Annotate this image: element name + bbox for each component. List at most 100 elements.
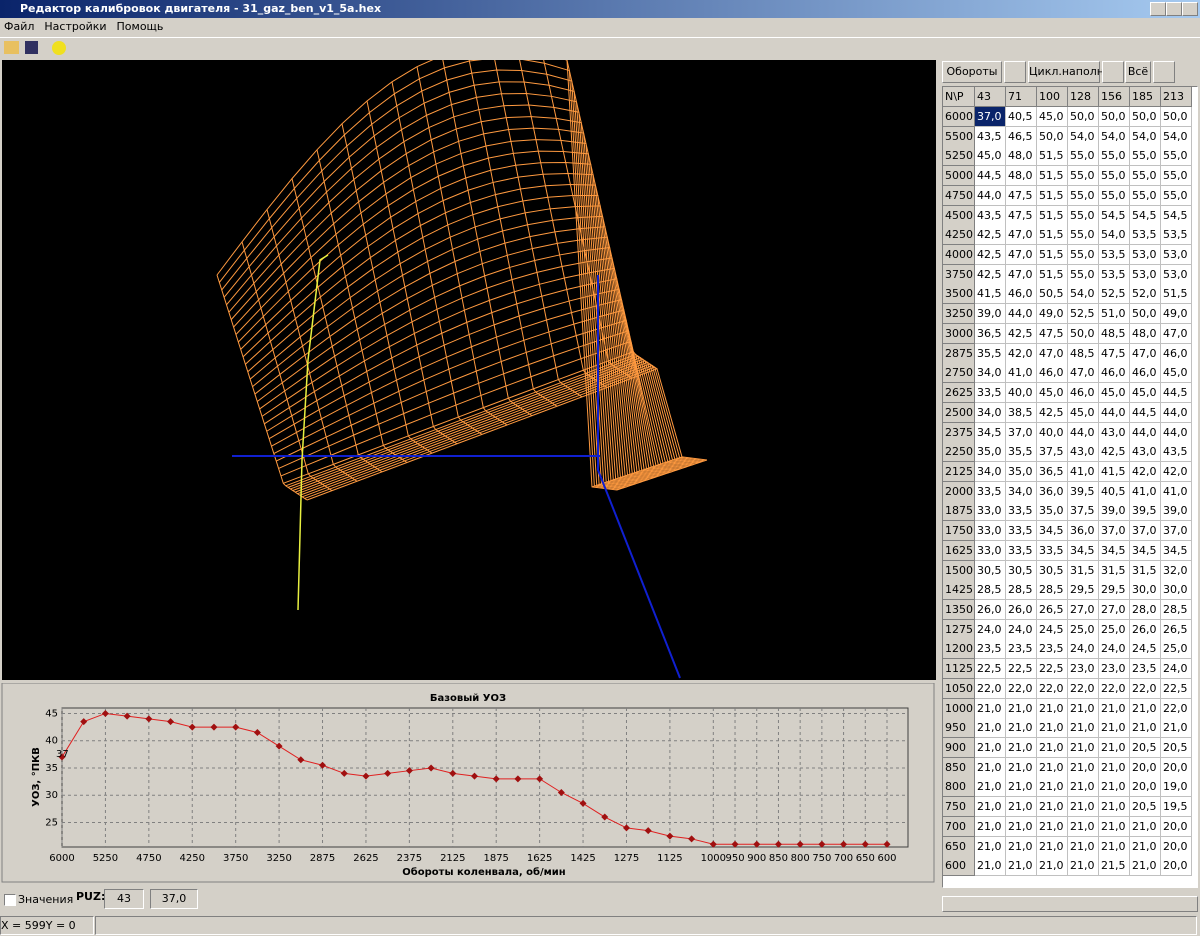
table-cell[interactable]: 45,0 <box>975 146 1006 167</box>
table-cell[interactable]: 37,0 <box>1130 521 1161 542</box>
axis-button[interactable]: Всё <box>1125 61 1151 83</box>
table-cell[interactable]: 37,0 <box>1006 422 1037 443</box>
table-cell[interactable]: 37,0 <box>1099 521 1130 542</box>
table-cell[interactable]: 55,0 <box>1130 146 1161 167</box>
table-cell[interactable]: 55,0 <box>1099 185 1130 206</box>
table-cell[interactable]: 33,5 <box>1037 540 1068 561</box>
table-cell[interactable]: 21,0 <box>975 738 1006 759</box>
minimize-button[interactable] <box>1150 2 1166 16</box>
table-cell[interactable]: 21,0 <box>1037 797 1068 818</box>
table-cell[interactable]: 37,5 <box>1068 501 1099 522</box>
table-cell[interactable]: 50,0 <box>1161 107 1192 127</box>
table-cell[interactable]: 38,5 <box>1006 402 1037 423</box>
table-cell[interactable]: 45,0 <box>1130 383 1161 404</box>
table-cell[interactable]: 50,0 <box>1130 304 1161 325</box>
table-cell[interactable]: 51,0 <box>1099 304 1130 325</box>
table-cell[interactable]: 44,5 <box>1130 402 1161 423</box>
table-cell[interactable]: 34,5 <box>1068 540 1099 561</box>
table-cell[interactable]: 46,0 <box>1130 363 1161 384</box>
table-cell[interactable]: 54,0 <box>1130 126 1161 147</box>
table-cell[interactable]: 40,5 <box>1006 107 1037 127</box>
table-cell[interactable]: 22,0 <box>1006 678 1037 699</box>
table-cell[interactable]: 44,5 <box>975 166 1006 187</box>
table-cell[interactable]: 42,5 <box>1099 442 1130 463</box>
table-cell[interactable]: 55,0 <box>1161 185 1192 206</box>
table-cell[interactable]: 21,0 <box>1037 856 1068 877</box>
table-cell[interactable]: 51,5 <box>1161 284 1192 305</box>
table-cell[interactable]: 46,0 <box>1068 383 1099 404</box>
table-cell[interactable]: 42,0 <box>1006 343 1037 364</box>
table-cell[interactable]: 34,0 <box>1006 481 1037 502</box>
table-cell[interactable]: 21,0 <box>1099 698 1130 719</box>
table-cell[interactable]: 55,0 <box>1130 185 1161 206</box>
table-cell[interactable]: 26,5 <box>1037 600 1068 620</box>
table-cell[interactable]: 43,0 <box>1130 442 1161 463</box>
table-cell[interactable]: 30,0 <box>1130 580 1161 601</box>
table-cell[interactable]: 41,0 <box>1068 461 1099 482</box>
table-cell[interactable]: 30,5 <box>1037 560 1068 581</box>
table-cell[interactable]: 21,0 <box>1006 718 1037 739</box>
menu-item[interactable]: Файл <box>4 20 35 33</box>
table-cell[interactable]: 21,0 <box>1068 777 1099 798</box>
table-cell[interactable]: 21,0 <box>975 718 1006 739</box>
table-cell[interactable]: 20,5 <box>1130 738 1161 759</box>
table-cell[interactable]: 42,5 <box>975 245 1006 266</box>
table-cell[interactable]: 31,5 <box>1099 560 1130 581</box>
table-cell[interactable]: 21,0 <box>1099 816 1130 837</box>
table-cell[interactable]: 35,5 <box>1006 442 1037 463</box>
table-cell[interactable]: 54,5 <box>1099 205 1130 226</box>
spin-button[interactable] <box>1004 61 1026 83</box>
table-cell[interactable]: 50,0 <box>1099 107 1130 127</box>
table-cell[interactable]: 20,0 <box>1130 777 1161 798</box>
table-cell[interactable]: 35,0 <box>1006 461 1037 482</box>
table-cell[interactable]: 35,5 <box>975 343 1006 364</box>
table-cell[interactable]: 44,0 <box>1006 304 1037 325</box>
table-cell[interactable]: 55,0 <box>1068 185 1099 206</box>
table-cell[interactable]: 47,0 <box>1006 264 1037 285</box>
table-cell[interactable]: 24,0 <box>1068 639 1099 660</box>
table-cell[interactable]: 42,0 <box>1130 461 1161 482</box>
table-cell[interactable]: 21,0 <box>1130 718 1161 739</box>
table-cell[interactable]: 45,0 <box>1099 383 1130 404</box>
table-cell[interactable]: 49,0 <box>1161 304 1192 325</box>
table-cell[interactable]: 32,0 <box>1161 560 1192 581</box>
table-cell[interactable]: 30,5 <box>1006 560 1037 581</box>
table-cell[interactable]: 28,5 <box>975 580 1006 601</box>
table-cell[interactable]: 43,5 <box>1161 442 1192 463</box>
table-cell[interactable]: 43,5 <box>975 205 1006 226</box>
table-cell[interactable]: 33,5 <box>975 481 1006 502</box>
table-cell[interactable]: 21,0 <box>1068 836 1099 857</box>
table-cell[interactable]: 51,5 <box>1037 245 1068 266</box>
table-cell[interactable]: 21,0 <box>1099 797 1130 818</box>
table-cell[interactable]: 20,0 <box>1130 757 1161 778</box>
table-cell[interactable]: 53,5 <box>1099 245 1130 266</box>
open-icon[interactable] <box>4 41 19 54</box>
table-cell[interactable]: 54,0 <box>1161 126 1192 147</box>
table-cell[interactable]: 30,5 <box>975 560 1006 581</box>
table-cell[interactable]: 55,0 <box>1068 205 1099 226</box>
table-cell[interactable]: 55,0 <box>1068 166 1099 187</box>
table-cell[interactable]: 48,0 <box>1006 166 1037 187</box>
table-cell[interactable]: 47,5 <box>1099 343 1130 364</box>
table-cell[interactable]: 41,0 <box>1161 481 1192 502</box>
table-cell[interactable]: 39,5 <box>1130 501 1161 522</box>
table-cell[interactable]: 25,0 <box>1068 619 1099 640</box>
table-cell[interactable]: 20,0 <box>1161 816 1192 837</box>
table-cell[interactable]: 44,0 <box>1068 422 1099 443</box>
table-cell[interactable]: 48,5 <box>1099 323 1130 344</box>
table-cell[interactable]: 48,0 <box>1130 323 1161 344</box>
table-cell[interactable]: 30,0 <box>1161 580 1192 601</box>
table-cell[interactable]: 51,5 <box>1037 205 1068 226</box>
table-cell[interactable]: 33,5 <box>1006 501 1037 522</box>
table-cell[interactable]: 34,5 <box>1099 540 1130 561</box>
table-cell[interactable]: 46,0 <box>1099 363 1130 384</box>
table-cell[interactable]: 21,5 <box>1099 856 1130 877</box>
table-cell[interactable]: 24,5 <box>1130 639 1161 660</box>
table-cell[interactable]: 22,0 <box>1161 698 1192 719</box>
table-cell[interactable]: 47,0 <box>1006 225 1037 246</box>
table-cell[interactable]: 36,5 <box>1037 461 1068 482</box>
table-cell[interactable]: 20,0 <box>1161 757 1192 778</box>
table-cell[interactable]: 21,0 <box>1099 718 1130 739</box>
table-cell[interactable]: 23,0 <box>1068 659 1099 680</box>
table-cell[interactable]: 47,5 <box>1006 205 1037 226</box>
